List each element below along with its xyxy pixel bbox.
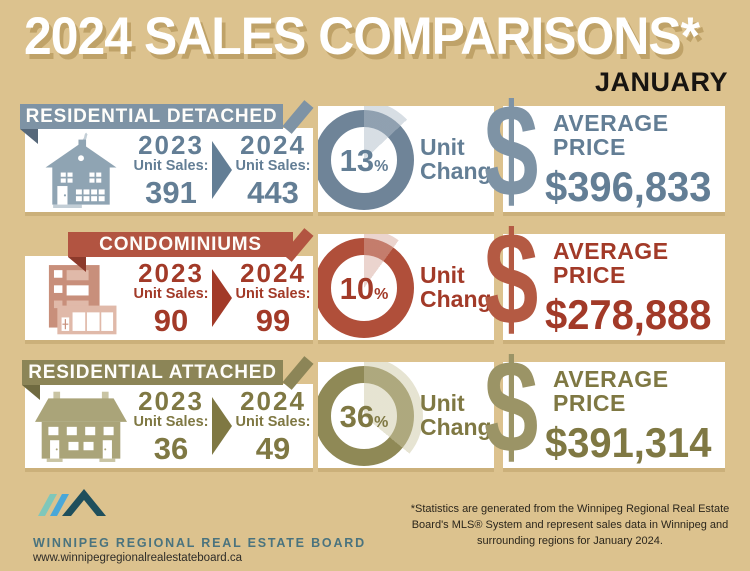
- percent-value: 10: [339, 270, 375, 306]
- price-label: PRICE: [553, 261, 626, 288]
- average-price-value: $391,314: [545, 418, 712, 466]
- unit-sales-card: 2023 Unit Sales: 90 2024 Unit Sales: 99: [25, 256, 313, 340]
- unit-sales-label: Unit Sales:: [235, 413, 311, 430]
- category-row-residential-detached: RESIDENTIAL DETACHED: [0, 84, 750, 220]
- average-price-heading: AVERAGE PRICE: [553, 366, 725, 416]
- unit-change-card: 10% Unit Change: [318, 234, 494, 340]
- unit-change-card: 36% Unit Change: [318, 362, 494, 468]
- curr-year-column: 2024 Unit Sales: 99: [233, 260, 313, 337]
- price-label: PRICE: [553, 133, 626, 160]
- prev-units-value: 391: [145, 175, 197, 211]
- unit-sales-label: Unit Sales:: [235, 157, 311, 174]
- curr-units-value: 443: [247, 175, 299, 211]
- unit-change-label: Unit Change: [420, 133, 494, 184]
- donut-wedge: [318, 106, 423, 212]
- category-banner: RESIDENTIAL DETACHED: [20, 104, 283, 129]
- percent-sign: %: [374, 286, 389, 303]
- percent-sign: %: [374, 414, 389, 431]
- percent-sign: %: [374, 158, 389, 175]
- unit-sales-card: 2023 Unit Sales: 36 2024 Unit Sales: 49: [25, 384, 313, 468]
- curr-year-label: 2024: [240, 129, 306, 160]
- organization-url: www.winnipegregionalrealestateboard.ca: [33, 552, 243, 564]
- attached-house-icon: [35, 391, 127, 462]
- dollar-sign: $: [484, 77, 539, 224]
- category-banner: CONDOMINIUMS: [68, 232, 293, 257]
- average-price-heading: AVERAGE PRICE: [553, 238, 725, 288]
- unit-sales-label: Unit Sales:: [133, 413, 209, 430]
- statistics-footnote: *Statistics are generated from the Winni…: [410, 503, 730, 547]
- curr-year-label: 2024: [240, 257, 306, 288]
- average-price-heading: AVERAGE PRICE: [553, 110, 725, 160]
- curr-units-value: 49: [255, 431, 291, 467]
- month-label: JANUARY: [594, 67, 728, 97]
- prev-year-column: 2023 Unit Sales: 36: [131, 388, 211, 465]
- curr-units-value: 99: [255, 303, 291, 339]
- category-banner: RESIDENTIAL ATTACHED: [22, 360, 283, 385]
- prev-year-column: 2023 Unit Sales: 90: [131, 260, 211, 337]
- prev-year-label: 2023: [138, 257, 204, 288]
- average-price-value: $396,833: [545, 162, 712, 210]
- average-price-card: AVERAGE PRICE $278,888: [503, 234, 725, 340]
- right-arrow-icon: [212, 141, 232, 199]
- average-label: AVERAGE: [553, 110, 669, 136]
- average-price-value: $278,888: [545, 290, 712, 338]
- category-row-residential-attached: RESIDENTIAL ATTACHED: [0, 340, 750, 476]
- donut-percentage: 36%: [318, 366, 414, 466]
- percent-value: 36: [339, 398, 375, 434]
- average-price-card: AVERAGE PRICE $391,314: [503, 362, 725, 468]
- average-label: AVERAGE: [553, 366, 669, 392]
- right-arrow-icon: [212, 397, 232, 455]
- unit-change-label: Unit Change: [420, 261, 494, 312]
- dollar-sign: $: [484, 333, 539, 480]
- average-price-card: AVERAGE PRICE $396,833: [503, 106, 725, 212]
- wrreb-logo-icon: [38, 489, 106, 516]
- unit-change-label: Unit Change: [420, 389, 494, 440]
- dollar-sign: $: [484, 205, 539, 352]
- condo-building-icon: [48, 265, 117, 335]
- prev-units-value: 90: [153, 303, 189, 339]
- donut-percentage: 13%: [318, 110, 414, 210]
- curr-year-column: 2024 Unit Sales: 49: [233, 388, 313, 465]
- curr-year-label: 2024: [240, 385, 306, 416]
- curr-year-column: 2024 Unit Sales: 443: [233, 132, 313, 209]
- category-row-condominiums: CONDOMINIUMS 2023 Unit Sales:: [0, 212, 750, 348]
- unit-sales-label: Unit Sales:: [133, 285, 209, 302]
- unit-sales-label: Unit Sales:: [235, 285, 311, 302]
- average-label: AVERAGE: [553, 238, 669, 264]
- unit-sales-card: 2023 Unit Sales: 391 2024 Unit Sales: 44…: [25, 128, 313, 212]
- right-arrow-icon: [212, 269, 232, 327]
- percent-value: 13: [339, 142, 375, 178]
- detached-house-icon: [45, 132, 117, 208]
- organization-name: WINNIPEG REGIONAL REAL ESTATE BOARD: [33, 536, 366, 550]
- prev-year-column: 2023 Unit Sales: 391: [131, 132, 211, 209]
- donut-wedge: [318, 234, 423, 340]
- price-label: PRICE: [553, 389, 626, 416]
- page-title: 2024 SALES COMPARISONS*: [24, 7, 700, 66]
- prev-units-value: 36: [153, 431, 189, 467]
- prev-year-label: 2023: [138, 129, 204, 160]
- donut-wedge: [318, 362, 423, 468]
- donut-percentage: 10%: [318, 238, 414, 338]
- prev-year-label: 2023: [138, 385, 204, 416]
- unit-change-card: 13% Unit Change: [318, 106, 494, 212]
- unit-sales-label: Unit Sales:: [133, 157, 209, 174]
